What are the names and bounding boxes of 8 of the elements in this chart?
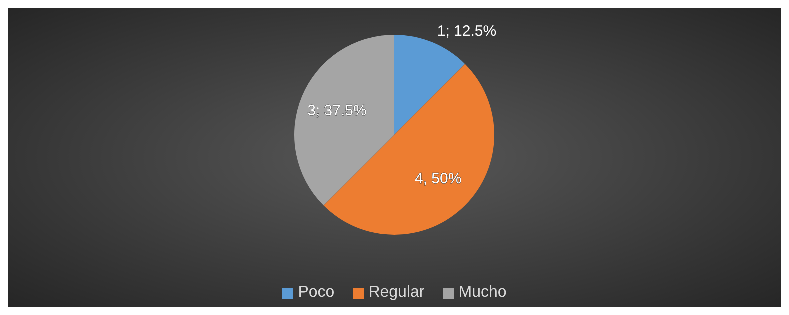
legend-label: Poco (298, 284, 335, 302)
data-label: 1; 12.5% (437, 22, 497, 40)
data-label: 4, 50% (414, 170, 462, 188)
data-label: 3; 37.5% (308, 102, 367, 120)
legend-label: Regular (368, 284, 425, 302)
pie-slice (294, 34, 394, 206)
legend-label: Mucho (458, 284, 507, 302)
pie-slice (324, 64, 494, 235)
